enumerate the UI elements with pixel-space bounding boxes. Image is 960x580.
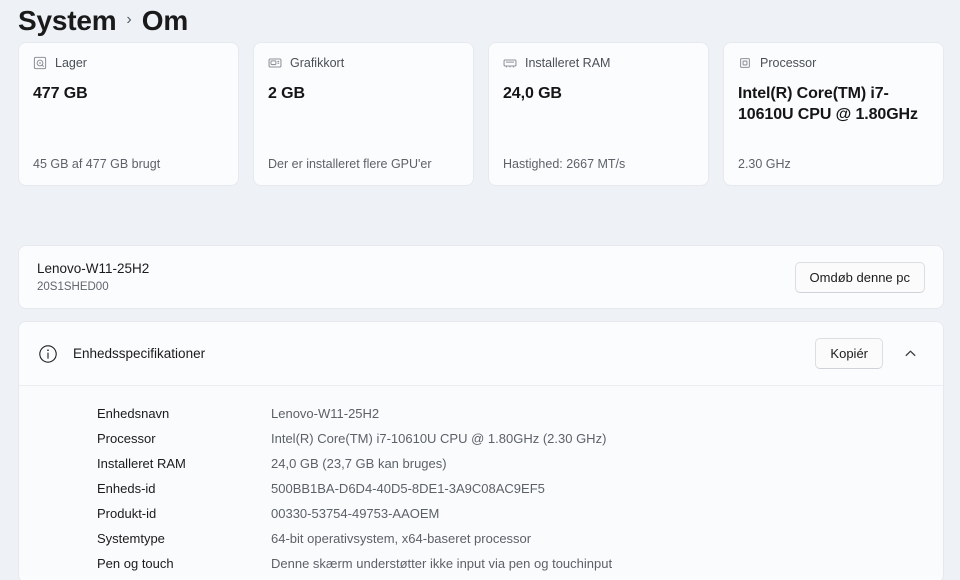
chevron-up-icon[interactable] [895, 339, 925, 369]
card-header: Grafikkort [268, 55, 459, 71]
device-specifications-header[interactable]: Enhedsspecifikationer Kopiér [19, 322, 943, 386]
card-value: 2 GB [268, 85, 305, 102]
card-title-label: Lager [55, 56, 87, 70]
spec-label: Enhedsnavn [97, 406, 170, 421]
card-title-label: Processor [760, 56, 817, 70]
device-name-value: Lenovo-W11-25H2 [37, 260, 150, 276]
copy-button[interactable]: Kopiér [815, 338, 883, 369]
card-value: 24,0 GB [503, 85, 562, 102]
spec-label: Installeret RAM [97, 456, 186, 471]
device-specifications-rows: Enhedsnavn Lenovo-W11-25H2 Processor Int… [19, 386, 943, 576]
card-footnote: Hastighed: 2667 MT/s [503, 157, 626, 171]
spec-value: 64-bit operativsystem, x64-baseret proce… [271, 531, 532, 546]
spec-value: 00330-53754-49753-AAOEM [271, 506, 440, 521]
card-value: 477 GB [33, 85, 88, 102]
card-footnote: 45 GB af 477 GB brugt [33, 157, 161, 171]
card-header: Processor [738, 55, 929, 71]
device-name-panel: Lenovo-W11-25H2 20S1SHED00 Omdøb denne p… [18, 245, 944, 309]
breadcrumb: System › Om [18, 2, 188, 40]
spec-value: Intel(R) Core(TM) i7-10610U CPU @ 1.80GH… [271, 431, 607, 446]
spec-card-ram: Installeret RAM 24,0 GB Hastighed: 2667 … [488, 42, 709, 186]
card-header: Lager [33, 55, 224, 71]
graphics-card-icon [268, 56, 282, 70]
spec-label: Systemtype [97, 531, 165, 546]
spec-label: Processor [97, 431, 156, 446]
card-value: Intel(R) Core(TM) i7-10610U CPU @ 1.80GH… [738, 85, 918, 123]
spec-value: 500BB1BA-D6D4-40D5-8DE1-3A9C08AC9EF5 [271, 481, 545, 496]
spec-value: 24,0 GB (23,7 GB kan bruges) [271, 456, 447, 471]
card-title-label: Installeret RAM [525, 56, 611, 70]
spec-detail-row: Enheds-id 500BB1BA-D6D4-40D5-8DE1-3A9C08… [19, 476, 943, 501]
spec-label: Pen og touch [97, 556, 174, 571]
spec-detail-row: Installeret RAM 24,0 GB (23,7 GB kan bru… [19, 451, 943, 476]
storage-icon [33, 56, 47, 70]
rename-pc-button[interactable]: Omdøb denne pc [794, 261, 925, 293]
breadcrumb-root-system[interactable]: System [18, 5, 117, 36]
device-specifications-panel: Enhedsspecifikationer Kopiér Enhedsnavn … [18, 321, 944, 580]
spec-card-storage: Lager 477 GB 45 GB af 477 GB brugt [18, 42, 239, 186]
device-model-value: 20S1SHED00 [37, 280, 109, 293]
device-specifications-title: Enhedsspecifikationer [73, 346, 206, 361]
memory-icon [503, 56, 517, 70]
device-name-block: Lenovo-W11-25H2 20S1SHED00 [37, 260, 795, 295]
spec-value: Lenovo-W11-25H2 [271, 406, 380, 421]
spec-detail-row: Systemtype 64-bit operativsystem, x64-ba… [19, 526, 943, 551]
spec-label: Enheds-id [97, 481, 156, 496]
breadcrumb-current-om: Om [141, 5, 189, 36]
spec-value: Denne skærm understøtter ikke input via … [271, 556, 613, 571]
spec-card-graphics: Grafikkort 2 GB Der er installeret flere… [253, 42, 474, 186]
spec-label: Produkt-id [97, 506, 157, 521]
card-title-label: Grafikkort [290, 56, 345, 70]
spec-cards-row: Lager 477 GB 45 GB af 477 GB brugt Grafi… [18, 42, 944, 186]
spec-detail-row: Pen og touch Denne skærm understøtter ik… [19, 551, 943, 576]
info-icon [37, 343, 59, 365]
card-footnote: 2.30 GHz [738, 157, 791, 171]
card-footnote: Der er installeret flere GPU'er [268, 157, 432, 171]
breadcrumb-chevron-right-icon: › [126, 11, 132, 28]
spec-detail-row: Enhedsnavn Lenovo-W11-25H2 [19, 401, 943, 426]
spec-detail-row: Produkt-id 00330-53754-49753-AAOEM [19, 501, 943, 526]
spec-detail-row: Processor Intel(R) Core(TM) i7-10610U CP… [19, 426, 943, 451]
card-header: Installeret RAM [503, 55, 694, 71]
processor-icon [738, 56, 752, 70]
spec-card-processor: Processor Intel(R) Core(TM) i7-10610U CP… [723, 42, 944, 186]
